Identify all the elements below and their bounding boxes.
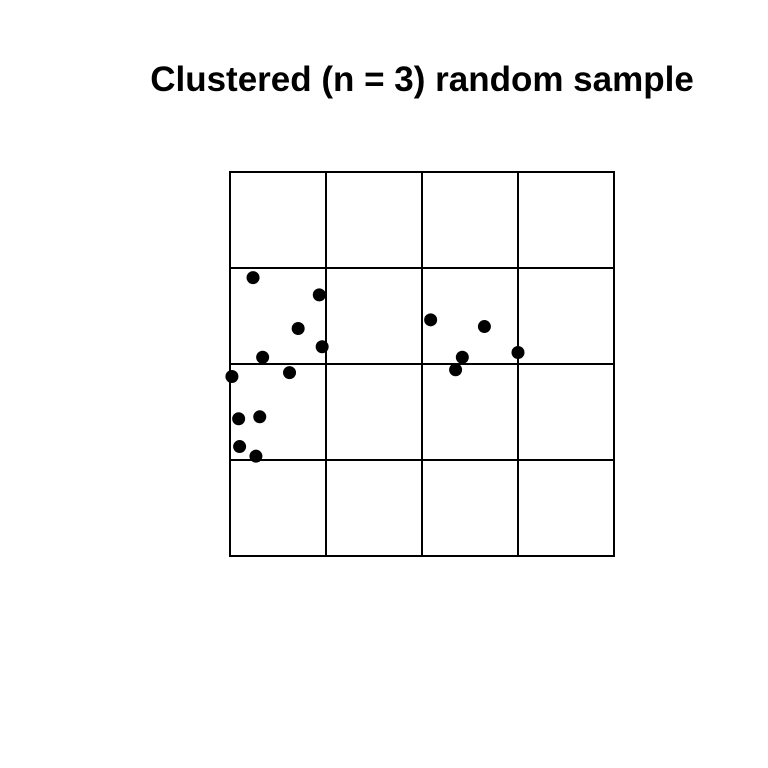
data-point-16 — [449, 363, 463, 377]
data-point-8 — [232, 412, 246, 426]
data-point-1 — [246, 271, 260, 285]
data-point-15 — [455, 350, 469, 364]
data-point-14 — [511, 345, 525, 359]
data-point-4 — [315, 340, 329, 354]
data-point-11 — [249, 449, 263, 463]
grid-lines — [230, 172, 614, 556]
data-point-6 — [283, 366, 297, 380]
chart-title: Clustered (n = 3) random sample — [150, 60, 694, 99]
data-point-13 — [477, 320, 491, 334]
data-point-10 — [233, 440, 247, 454]
data-point-7 — [225, 369, 239, 383]
data-point-3 — [291, 321, 305, 335]
data-point-5 — [256, 350, 270, 364]
data-point-9 — [253, 410, 267, 424]
plot-border — [229, 171, 615, 557]
data-point-2 — [312, 288, 326, 302]
data-point-12 — [424, 313, 438, 327]
data-points — [225, 271, 525, 463]
